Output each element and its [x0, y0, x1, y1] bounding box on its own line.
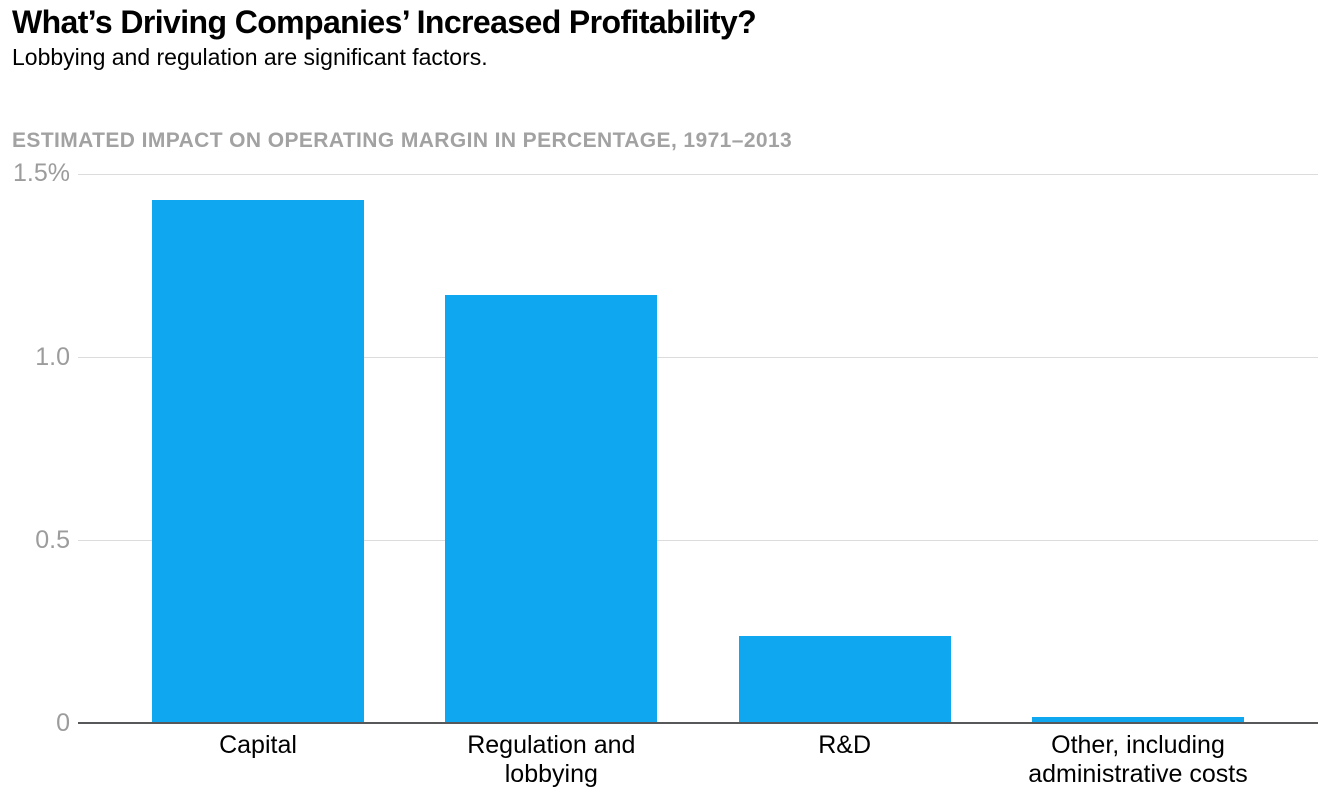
- x-label-slot: Other, including administrative costs: [1028, 731, 1248, 789]
- bars-container: [78, 174, 1318, 724]
- y-tick-label-1-0: 1.0: [35, 343, 70, 371]
- x-label-slot: Capital: [152, 731, 364, 789]
- y-tick-label-0-5: 0.5: [35, 526, 70, 554]
- chart-subtitle: Lobbying and regulation are significant …: [12, 44, 488, 70]
- gridline-0-5: [78, 540, 1318, 541]
- x-label-r-and-d: R&D: [818, 731, 872, 759]
- bar-slot: [738, 174, 951, 724]
- gridline-1-0: [78, 357, 1318, 358]
- bar-regulation-and-lobbying: [445, 295, 658, 724]
- bar-capital: [152, 199, 364, 724]
- x-label-capital: Capital: [219, 731, 297, 759]
- bar-slot: [445, 174, 658, 724]
- gridline-1-5: [78, 174, 1318, 175]
- y-tick-label-0: 0: [56, 709, 70, 737]
- axis-title: ESTIMATED IMPACT ON OPERATING MARGIN IN …: [12, 129, 793, 152]
- x-label-slot: R&D: [739, 731, 951, 789]
- bar-other-administrative-costs: [1031, 716, 1244, 724]
- x-label-regulation-and-lobbying: Regulation and lobbying: [467, 731, 636, 788]
- x-label-slot: Regulation and lobbying: [445, 731, 657, 789]
- x-axis-line: [78, 722, 1318, 724]
- chart-title: What’s Driving Companies’ Increased Prof…: [12, 4, 757, 40]
- bar-slot: [152, 174, 364, 724]
- x-label-other-administrative-costs: Other, including administrative costs: [1028, 731, 1248, 788]
- bar-slot: [1031, 174, 1244, 724]
- y-tick-label-1-5: 1.5%: [13, 159, 70, 187]
- x-axis-labels: Capital Regulation and lobbying R&D Othe…: [78, 731, 1318, 789]
- bar-r-and-d: [738, 636, 951, 724]
- bar-chart-plot: [78, 174, 1318, 724]
